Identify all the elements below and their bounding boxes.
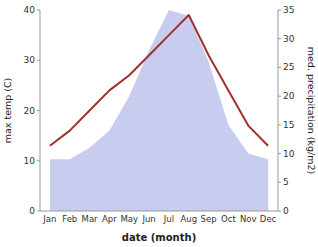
x-tick-label: May	[120, 214, 138, 224]
y2-tick-label: 15	[283, 120, 294, 130]
precipitation-area	[50, 10, 268, 211]
chart: 01020304005101520253035JanFebMarAprMayJu…	[0, 0, 318, 247]
y-tick	[37, 160, 40, 161]
y2-tick-label: 30	[283, 34, 295, 44]
y2-axis-label: med. precipitation (kg/m2)	[306, 47, 317, 174]
y-tick	[37, 10, 40, 11]
y-axis-label: max temp (C)	[2, 78, 13, 144]
y-tick	[37, 60, 40, 61]
x-tick-label: Nov	[240, 214, 257, 224]
bottom-axis	[40, 211, 278, 212]
x-tick-label: Feb	[62, 214, 77, 224]
y-tick-label: 20	[24, 106, 36, 116]
y2-tick	[278, 38, 281, 39]
x-tick-label: Dec	[260, 214, 277, 224]
y2-tick	[278, 96, 281, 97]
y-tick-label: 10	[24, 156, 36, 166]
x-axis-label: date (month)	[122, 232, 196, 243]
y2-tick-label: 5	[283, 177, 289, 187]
x-tick-label: Jun	[141, 214, 155, 224]
x-tick-label: Apr	[102, 214, 117, 224]
x-tick-label: Aug	[180, 214, 197, 224]
right-axis	[278, 10, 279, 211]
y2-tick-label: 10	[283, 149, 295, 159]
y-tick	[37, 110, 40, 111]
y2-tick	[278, 182, 281, 183]
y2-tick-label: 25	[283, 62, 294, 72]
y2-tick-label: 35	[283, 5, 294, 15]
y-tick	[37, 211, 40, 212]
y2-tick	[278, 10, 281, 11]
y2-tick	[278, 124, 281, 125]
x-tick-label: Jan	[42, 214, 56, 224]
x-tick-label: Jul	[163, 214, 174, 224]
y-tick-label: 40	[24, 5, 36, 15]
x-tick-label: Mar	[82, 214, 99, 224]
y2-tick	[278, 153, 281, 154]
x-tick-label: Oct	[221, 214, 236, 224]
y-tick-label: 30	[24, 55, 36, 65]
y-tick-label: 0	[29, 206, 35, 216]
plot-area	[50, 10, 268, 211]
x-tick-label: Sep	[201, 214, 217, 224]
y2-tick-label: 20	[283, 91, 295, 101]
y2-tick-label: 0	[283, 206, 289, 216]
y2-tick	[278, 67, 281, 68]
y2-tick	[278, 211, 281, 212]
temperature-line	[50, 15, 268, 146]
